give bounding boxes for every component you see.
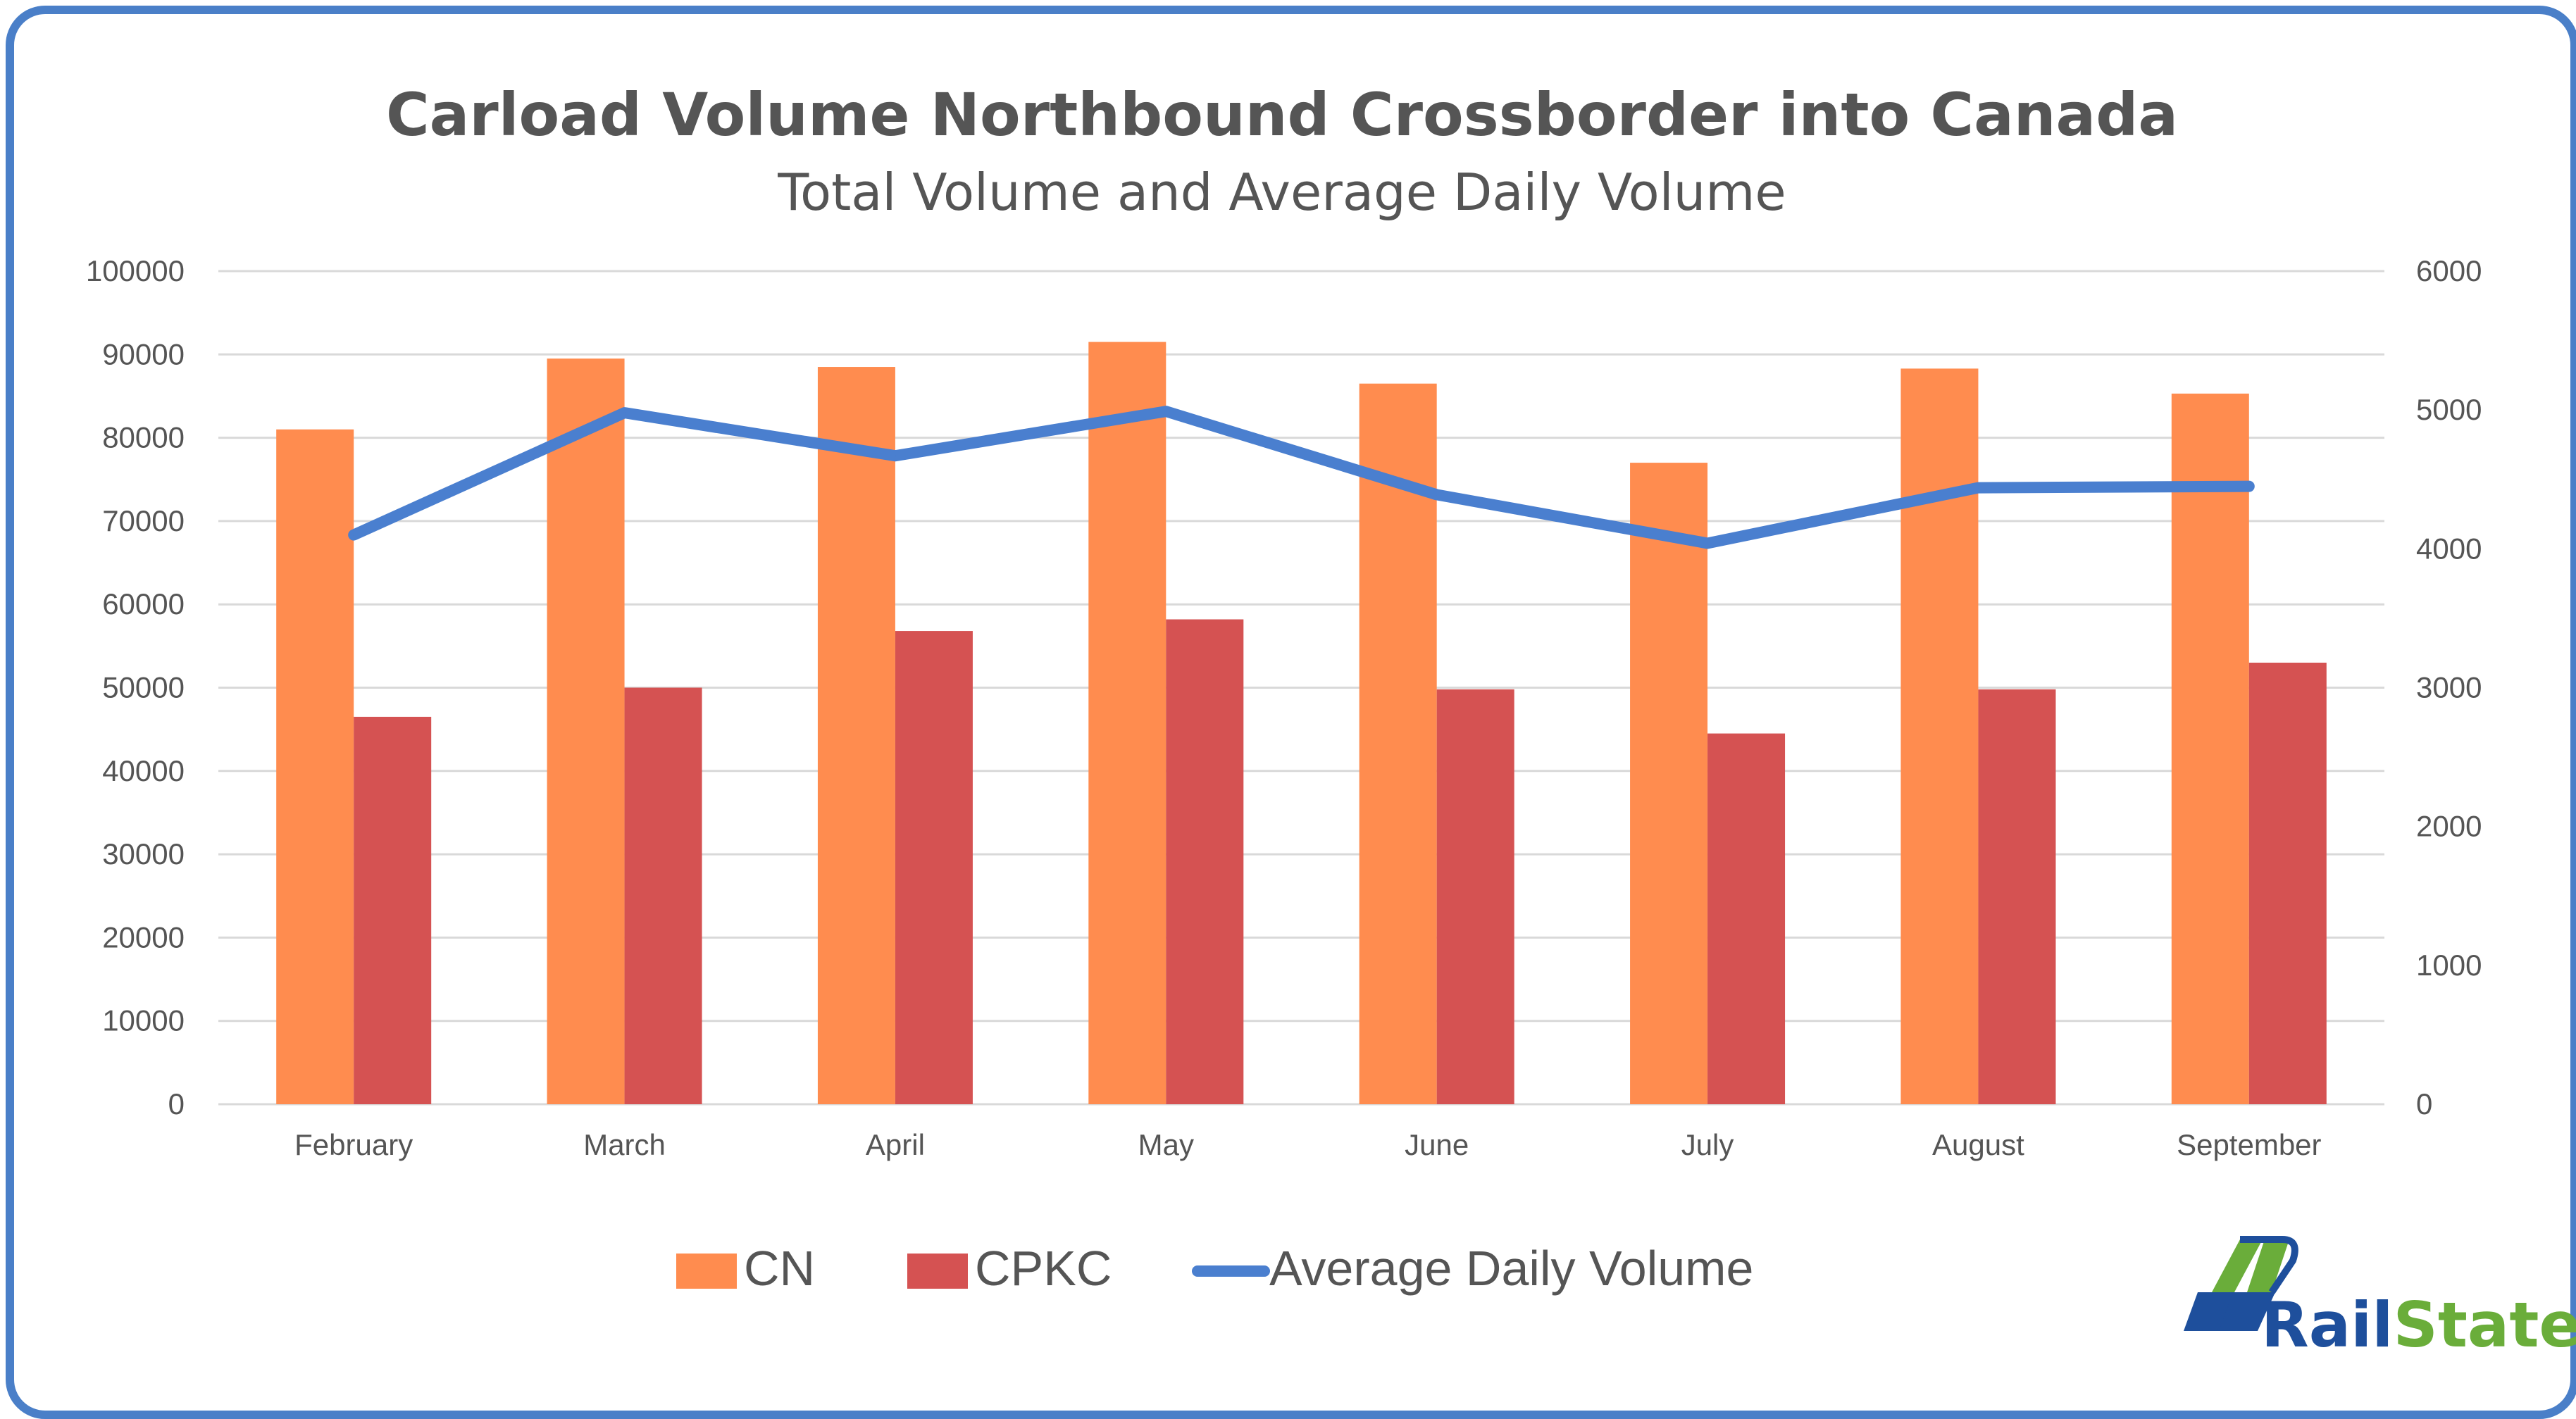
bar-series xyxy=(276,342,2327,1105)
y-tick-label: 20000 xyxy=(102,920,185,954)
line-point-march xyxy=(623,412,626,414)
y2-tick-label: 1000 xyxy=(2416,949,2482,982)
x-tick-label: July xyxy=(1681,1128,1734,1161)
bar-cn-june xyxy=(1359,383,1437,1104)
bar-cn-may xyxy=(1088,342,1166,1105)
legend-label-cn: CN xyxy=(744,1241,815,1296)
x-tick-label: August xyxy=(1932,1128,2024,1161)
y-tick-label: 70000 xyxy=(102,504,185,537)
x-tick-label: May xyxy=(1138,1128,1194,1161)
line-point-july xyxy=(1707,542,1709,544)
line-point-june xyxy=(1436,494,1438,496)
legend-label-line: Average Daily Volume xyxy=(1269,1241,1753,1296)
line-point-may xyxy=(1165,411,1167,413)
y-tick-label: 30000 xyxy=(102,837,185,870)
line-series xyxy=(348,406,2255,549)
x-tick-label: February xyxy=(294,1128,413,1161)
bar-cn-february xyxy=(276,429,354,1104)
y-tick-label: 50000 xyxy=(102,671,185,704)
bar-cn-september xyxy=(2171,393,2249,1104)
y-tick-label: 0 xyxy=(168,1087,185,1120)
y2-tick-label: 5000 xyxy=(2416,393,2482,426)
bar-cn-march xyxy=(547,358,625,1105)
chart-subtitle: Total Volume and Average Daily Volume xyxy=(777,163,1786,222)
bar-cn-july xyxy=(1630,463,1708,1104)
right-axis: 0 1000 2000 3000 4000 5000 6000 xyxy=(2416,254,2482,1120)
legend-swatch-cpkc xyxy=(907,1254,968,1289)
bar-cpkc-march xyxy=(624,687,702,1104)
line-point-september xyxy=(2248,485,2250,487)
bar-cn-august xyxy=(1900,368,1979,1104)
left-axis: 0 10000 20000 30000 40000 50000 60000 70000 8000… xyxy=(86,254,185,1120)
railstate-logo: RailState xyxy=(2184,1236,2576,1361)
line-point-august xyxy=(1977,487,1979,489)
grid-lines xyxy=(218,270,2384,1106)
line-point-april xyxy=(894,455,896,457)
logo-text-rail: Rail xyxy=(2261,1289,2393,1361)
y-tick-label: 60000 xyxy=(102,587,185,620)
bar-cpkc-july xyxy=(1707,733,1786,1104)
logo-text-state: State xyxy=(2393,1289,2576,1361)
y-tick-label: 10000 xyxy=(102,1004,185,1037)
railstate-logo-text: RailState xyxy=(2261,1289,2576,1361)
y-tick-label: 100000 xyxy=(86,254,185,287)
y2-tick-label: 6000 xyxy=(2416,254,2482,287)
bar-cpkc-september xyxy=(2248,663,2327,1104)
bar-cpkc-may xyxy=(1166,619,1244,1104)
y2-tick-label: 3000 xyxy=(2416,671,2482,704)
bar-cpkc-april xyxy=(895,631,973,1104)
x-tick-label: September xyxy=(2177,1128,2321,1161)
railstate-logo-mark xyxy=(2184,1236,2298,1331)
y-tick-label: 90000 xyxy=(102,337,185,370)
bar-cpkc-june xyxy=(1436,689,1514,1104)
legend: CN CPKC Average Daily Volume xyxy=(676,1241,1753,1296)
legend-label-cpkc: CPKC xyxy=(975,1241,1112,1296)
x-axis: February March April May June July August Septe… xyxy=(294,1128,2321,1161)
legend-swatch-cn xyxy=(676,1254,737,1289)
x-tick-label: June xyxy=(1405,1128,1469,1161)
line-point-february xyxy=(353,534,355,536)
y-tick-label: 80000 xyxy=(102,421,185,454)
bar-cn-april xyxy=(817,367,895,1105)
y2-tick-label: 0 xyxy=(2416,1087,2432,1120)
x-tick-label: March xyxy=(583,1128,666,1161)
bar-cpkc-february xyxy=(354,716,432,1104)
x-tick-label: April xyxy=(866,1128,925,1161)
y-tick-label: 40000 xyxy=(102,754,185,787)
bar-cpkc-august xyxy=(1978,689,2056,1104)
chart-title: Carload Volume Northbound Crossborder in… xyxy=(386,80,2178,149)
y2-tick-label: 2000 xyxy=(2416,810,2482,843)
y2-tick-label: 4000 xyxy=(2416,532,2482,565)
line-average-daily-volume xyxy=(348,406,2255,549)
